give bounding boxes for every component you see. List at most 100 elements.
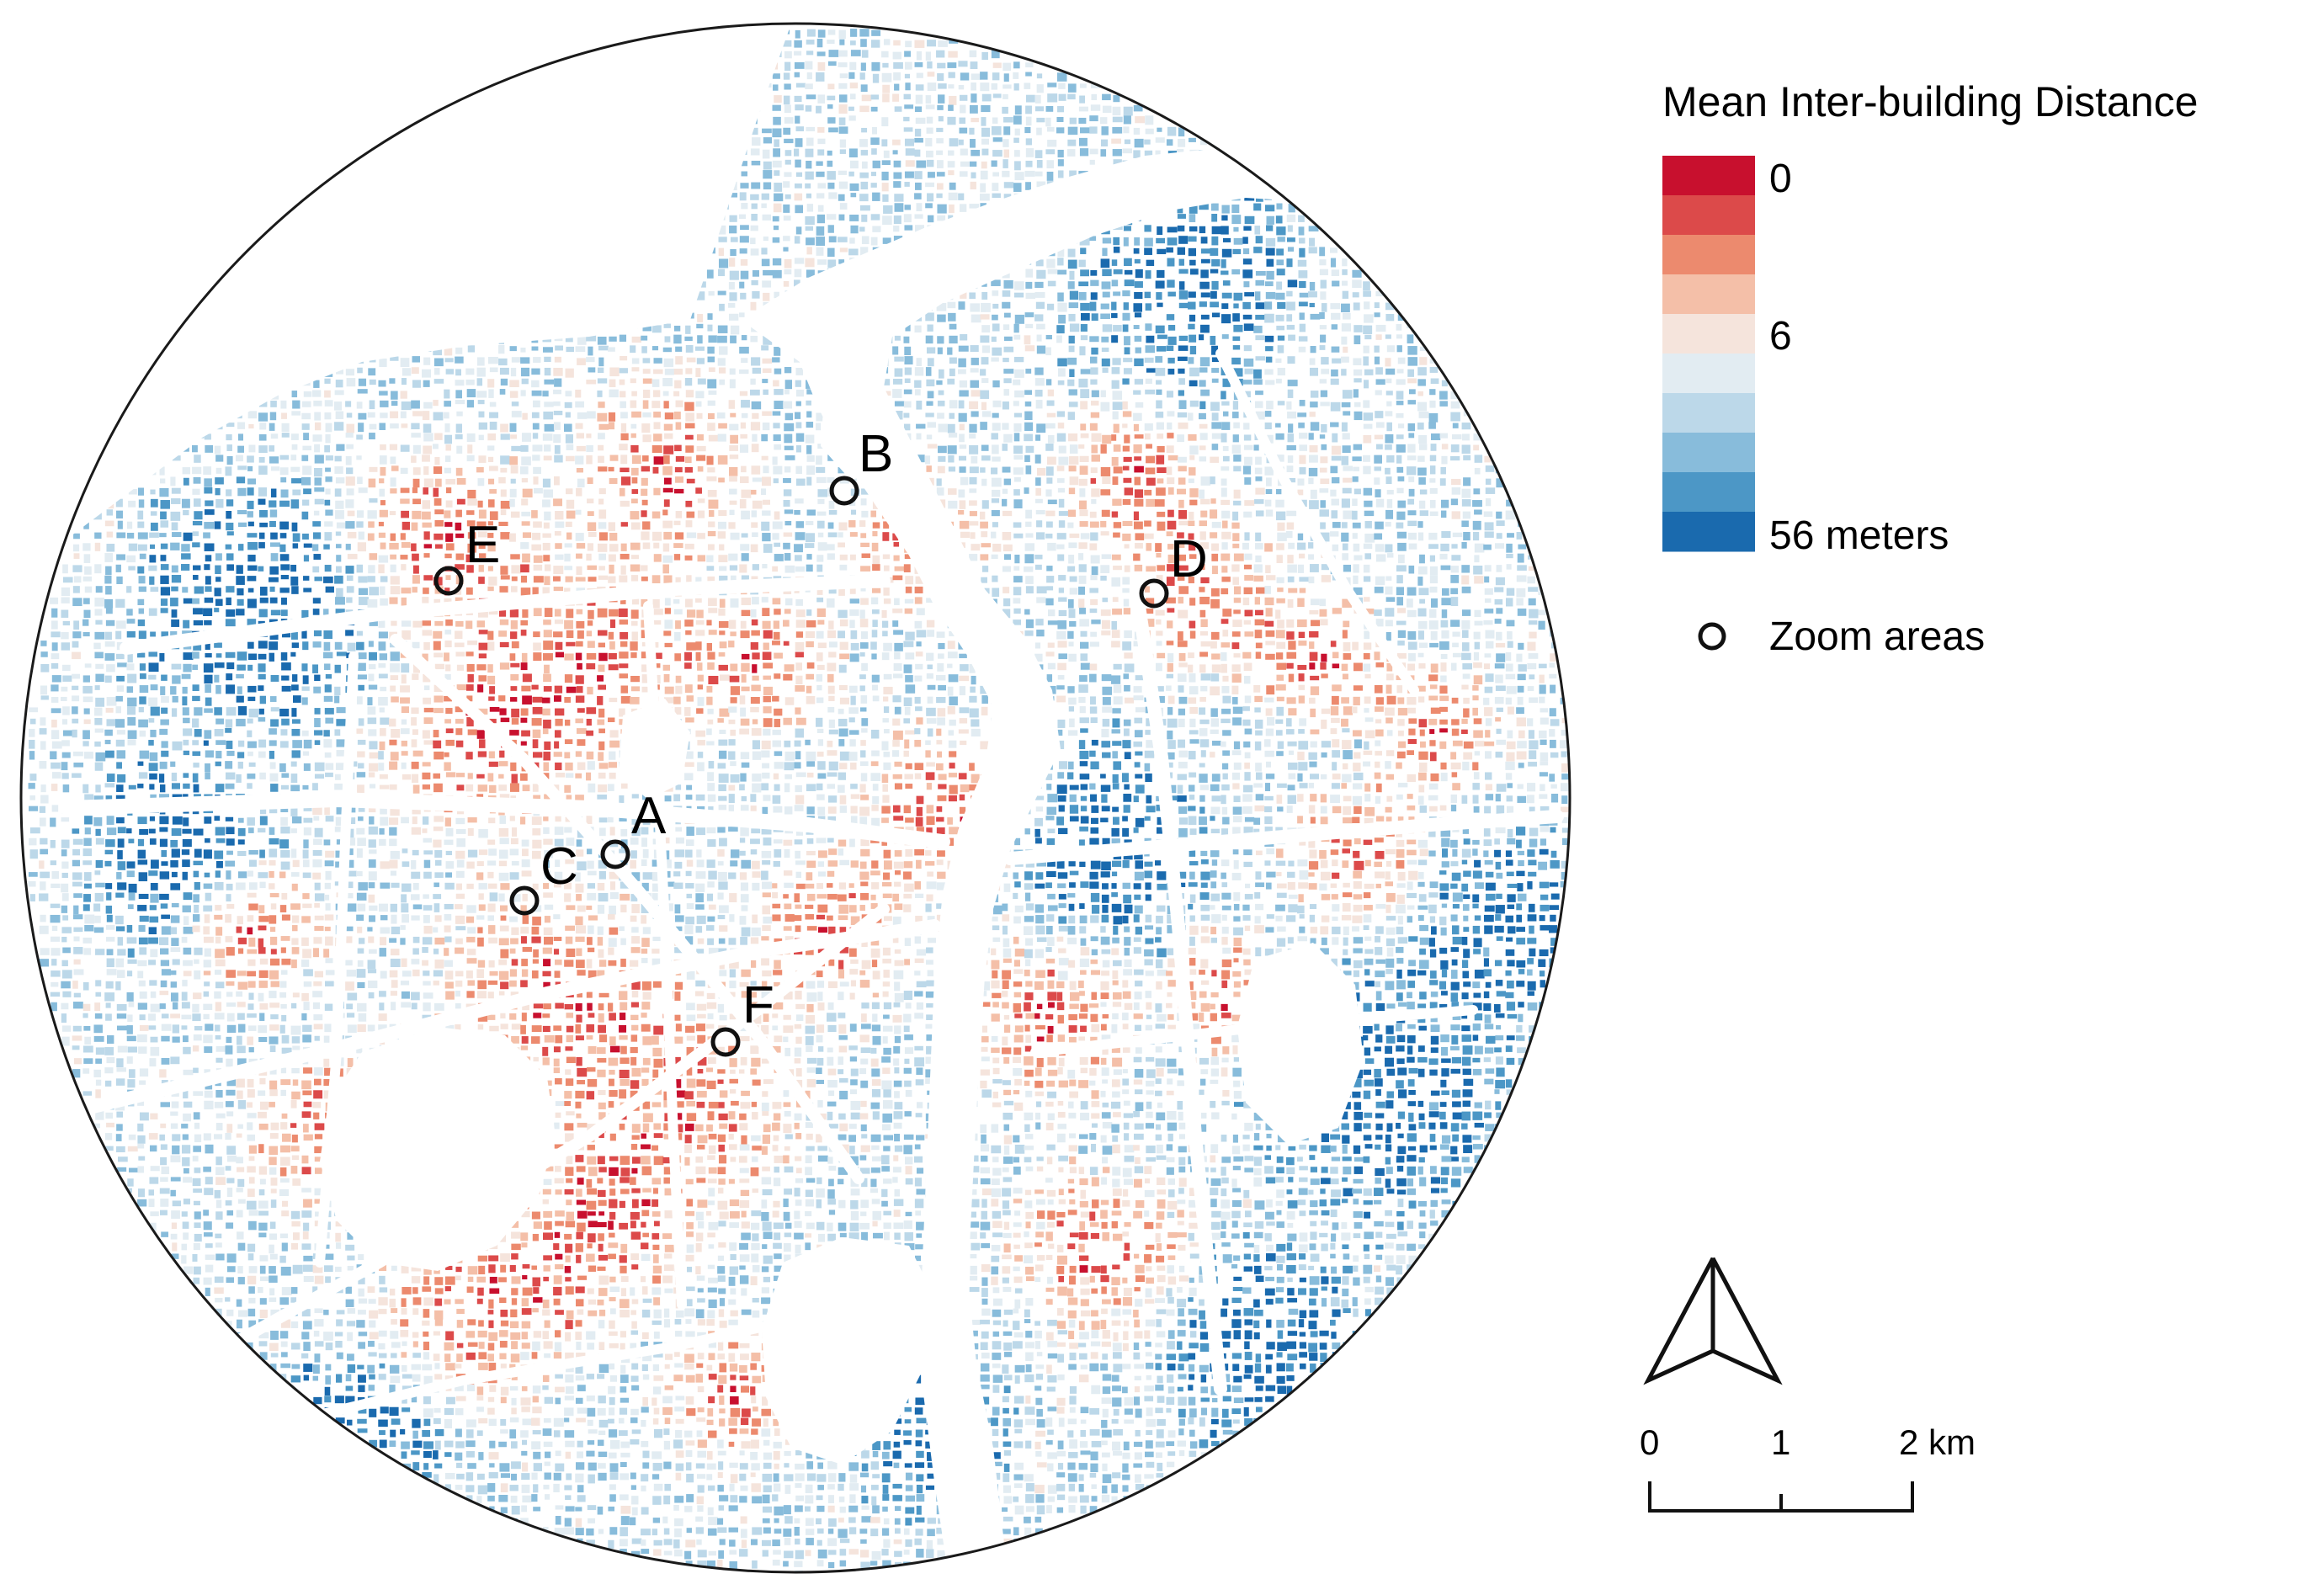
- building-cell: [258, 445, 268, 454]
- building-cell: [390, 477, 396, 487]
- building-cell: [969, 104, 978, 114]
- building-cell: [522, 532, 532, 539]
- building-cell: [1221, 542, 1228, 550]
- building-cell: [500, 423, 508, 433]
- building-cell: [1102, 268, 1112, 277]
- building-cell: [784, 51, 792, 59]
- building-cell: [94, 609, 103, 616]
- building-cell: [1210, 532, 1218, 539]
- building-cell: [94, 598, 104, 607]
- building-cell: [1025, 586, 1034, 594]
- building-cell: [488, 576, 497, 586]
- building-cell: [981, 117, 987, 126]
- building-cell: [816, 214, 826, 224]
- building-cell: [400, 487, 410, 493]
- building-cell: [673, 325, 681, 332]
- building-cell: [412, 478, 420, 488]
- building-cell: [346, 412, 353, 418]
- building-cell: [630, 423, 637, 429]
- building-cell: [367, 533, 375, 541]
- building-cell: [728, 400, 736, 409]
- building-cell: [1013, 576, 1023, 583]
- building-cell: [150, 489, 156, 495]
- building-cell: [412, 411, 423, 417]
- building-cell: [1122, 312, 1130, 321]
- building-cell: [422, 597, 429, 603]
- building-cell: [981, 566, 989, 572]
- building-cell: [805, 226, 814, 231]
- building-cell: [695, 391, 705, 399]
- building-cell: [1167, 422, 1173, 430]
- building-cell: [116, 576, 123, 584]
- building-cell: [904, 61, 912, 70]
- building-cell: [1430, 465, 1436, 475]
- building-cell: [380, 412, 388, 418]
- building-cell: [762, 379, 768, 384]
- building-cell: [1089, 543, 1098, 550]
- building-cell: [476, 620, 486, 628]
- building-cell: [1516, 598, 1524, 606]
- building-cell: [872, 522, 880, 529]
- building-cell: [1418, 444, 1428, 450]
- building-cell: [434, 620, 444, 626]
- building-cell: [1299, 577, 1309, 582]
- building-cell: [1067, 139, 1077, 146]
- building-cell: [1474, 576, 1484, 584]
- building-cell: [947, 116, 956, 125]
- building-cell: [1463, 455, 1471, 460]
- building-cell: [1089, 159, 1095, 165]
- building-cell: [992, 522, 998, 528]
- building-cell: [960, 148, 968, 156]
- building-cell: [949, 412, 955, 419]
- building-cell: [1374, 455, 1382, 464]
- building-cell: [1221, 292, 1232, 299]
- building-cell: [575, 509, 582, 515]
- building-cell: [969, 401, 979, 409]
- building-cell: [914, 61, 923, 67]
- building-cell: [236, 476, 246, 484]
- building-cell: [849, 619, 855, 629]
- building-cell: [1133, 390, 1141, 395]
- building-cell: [914, 325, 922, 333]
- building-cell: [750, 389, 760, 396]
- building-cell: [784, 455, 795, 460]
- building-cell: [325, 476, 332, 482]
- building-cell: [489, 412, 499, 418]
- building-cell: [859, 139, 868, 147]
- building-cell: [708, 608, 718, 614]
- building-cell: [1068, 302, 1079, 309]
- building-cell: [356, 455, 362, 460]
- building-cell: [741, 598, 752, 605]
- building-cell: [1266, 477, 1272, 486]
- building-cell: [455, 423, 463, 433]
- building-cell: [1003, 182, 1014, 189]
- building-cell: [1068, 389, 1077, 396]
- building-cell: [1407, 444, 1416, 453]
- building-cell: [1451, 511, 1460, 519]
- building-cell: [938, 390, 944, 396]
- building-cell: [728, 553, 738, 561]
- building-cell: [839, 619, 848, 627]
- building-cell: [981, 325, 991, 333]
- building-cell: [938, 455, 946, 462]
- building-cell: [673, 334, 682, 344]
- building-cell: [1396, 379, 1406, 385]
- building-cell: [1036, 84, 1044, 93]
- building-cell: [1057, 487, 1066, 493]
- building-cell: [772, 598, 781, 605]
- building-cell: [784, 61, 791, 72]
- building-cell: [400, 444, 410, 452]
- building-cell: [774, 542, 781, 547]
- building-cell: [237, 465, 247, 471]
- building-cell: [741, 575, 749, 580]
- building-cell: [1177, 554, 1187, 561]
- building-cell: [509, 609, 519, 618]
- building-cell: [925, 312, 934, 322]
- building-cell: [313, 510, 320, 516]
- building-cell: [1342, 433, 1350, 440]
- building-cell: [587, 543, 593, 551]
- building-cell: [1375, 444, 1383, 449]
- building-cell: [1036, 520, 1043, 528]
- building-cell: [290, 433, 299, 440]
